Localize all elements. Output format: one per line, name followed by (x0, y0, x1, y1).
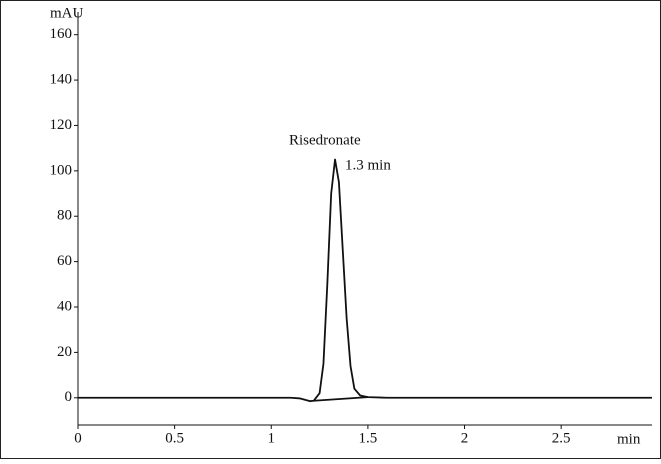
x-tick-label: 1 (268, 430, 276, 446)
y-tick-label: 160 (50, 26, 73, 42)
y-tick-label: 0 (65, 389, 73, 405)
y-axis-label: mAU (50, 5, 84, 21)
x-tick-label: 0 (74, 430, 82, 446)
retention-label: 1.3 min (345, 157, 391, 173)
x-axis-label: min (617, 431, 641, 447)
x-tick-label: 2.5 (552, 430, 571, 446)
x-tick-label: 0.5 (165, 430, 184, 446)
y-tick-label: 140 (50, 72, 73, 88)
x-tick-label: 1.5 (359, 430, 378, 446)
peak-label: Risedronate (289, 132, 361, 148)
y-tick-label: 20 (57, 344, 72, 360)
y-tick-label: 40 (57, 298, 72, 314)
y-tick-label: 80 (57, 208, 72, 224)
y-tick-label: 100 (50, 162, 73, 178)
signal-line (78, 158, 652, 403)
x-tick-label: 2 (461, 430, 469, 446)
signal-line (313, 396, 368, 402)
y-tick-label: 60 (57, 253, 72, 269)
y-tick-label: 120 (50, 117, 73, 133)
